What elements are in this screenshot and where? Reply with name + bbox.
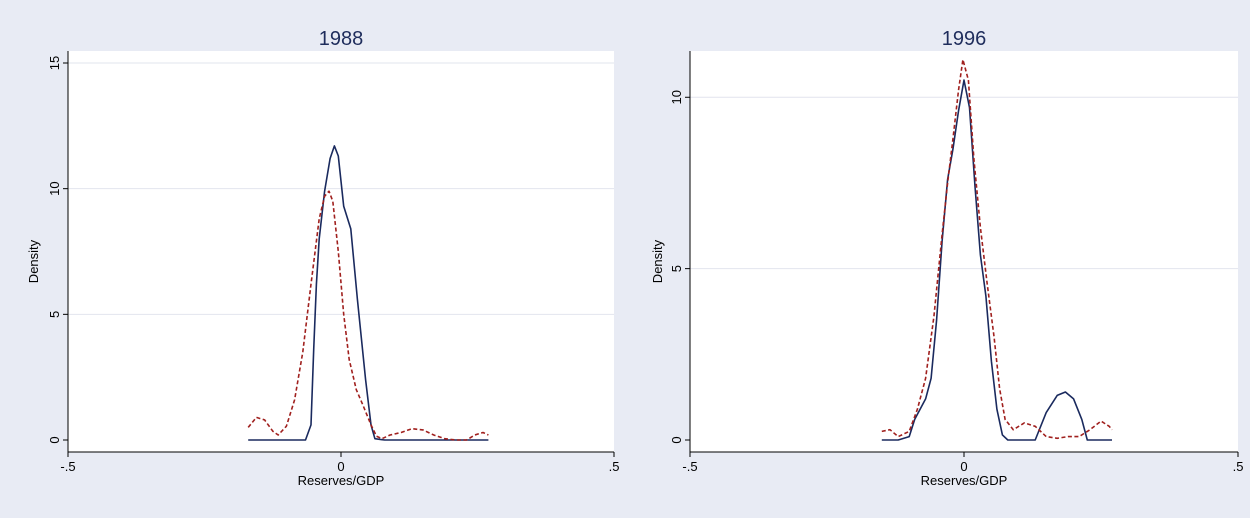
- x-tick-label: -.5: [60, 459, 75, 474]
- y-tick-label: 10: [669, 90, 684, 104]
- chart-title: 1988: [319, 28, 364, 50]
- x-tick-label: 0: [960, 459, 967, 474]
- series-line-dashed: [247, 190, 489, 441]
- y-tick-label: 0: [47, 436, 62, 443]
- y-axis-label: Density: [26, 239, 41, 283]
- y-tick-label: 5: [47, 311, 62, 318]
- x-axis-label: Reserves/GDP: [921, 473, 1008, 488]
- chart-title: 1996: [942, 28, 987, 50]
- plot-area: [68, 51, 614, 452]
- x-tick-label: .5: [609, 459, 620, 474]
- y-tick-label: 0: [669, 436, 684, 443]
- x-tick-label: 0: [337, 459, 344, 474]
- series-line-solid: [881, 79, 1112, 441]
- x-tick-label: .5: [1233, 459, 1244, 474]
- x-tick-label: -.5: [682, 459, 697, 474]
- y-tick-label: 5: [669, 265, 684, 272]
- y-tick-label: 10: [47, 181, 62, 195]
- series-line-solid: [248, 145, 489, 441]
- y-axis-label: Density: [650, 239, 665, 283]
- plot-area: [690, 51, 1238, 452]
- chart-panel-1996: 1996 0 5 10 -.5 0 .5 Reserves/GDP Density: [650, 28, 1243, 488]
- y-tick-label: 15: [47, 56, 62, 70]
- x-axis-label: Reserves/GDP: [298, 473, 385, 488]
- series-line-dashed: [881, 58, 1113, 440]
- chart-panel-1988: 1988 0 5 10 15 -.5 0 .5 Reserves/GDP Density: [26, 28, 619, 488]
